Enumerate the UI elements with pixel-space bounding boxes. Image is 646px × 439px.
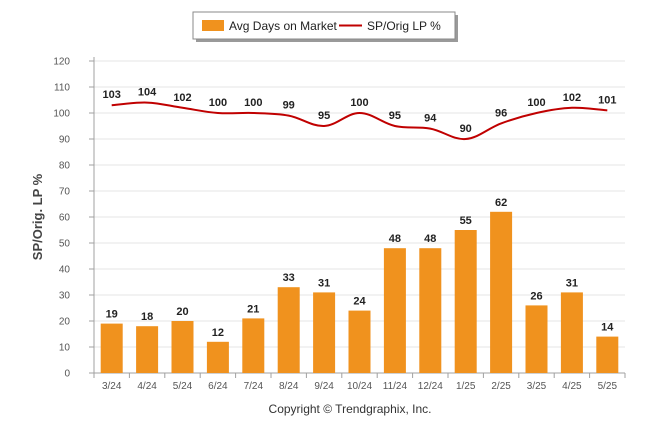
bar-data-label: 18 (141, 311, 153, 323)
y-tick-label: 90 (59, 135, 71, 146)
legend-label-avg-days: Avg Days on Market (229, 19, 337, 33)
x-tick-label: 9/24 (314, 381, 334, 392)
bar (490, 212, 512, 373)
bar (526, 305, 548, 373)
x-tick-label: 7/24 (244, 381, 264, 392)
bar-data-label: 62 (495, 197, 507, 209)
y-tick-label: 110 (54, 83, 70, 94)
y-tick-labels: 0 10 20 30 40 50 60 70 80 90 100 110 120 (53, 57, 70, 380)
bar (207, 342, 229, 373)
legend-label-sp-orig-lp: SP/Orig LP % (367, 19, 441, 33)
x-tick-label: 3/25 (527, 381, 547, 392)
x-tick-label: 8/24 (279, 381, 299, 392)
line-data-label: 103 (103, 89, 121, 101)
line-data-label: 99 (283, 100, 295, 112)
line-data-label: 100 (244, 97, 262, 109)
y-tick-label: 30 (59, 291, 71, 302)
y-axis-title: SP/Orig. LP % (30, 173, 45, 260)
line-data-label: 95 (318, 110, 330, 122)
y-tick-label: 0 (64, 369, 70, 380)
x-tick-label: 6/24 (208, 381, 228, 392)
bar-data-label: 14 (601, 322, 614, 334)
bar-data-label: 48 (389, 233, 401, 245)
bar (101, 324, 123, 373)
x-tick-labels: 3/24 4/24 5/24 6/24 7/24 8/24 9/24 10/24 11/24 12… (102, 381, 618, 392)
bar-data-label: 48 (424, 233, 436, 245)
bar (455, 230, 477, 373)
bar (384, 248, 406, 373)
x-tick-label: 5/25 (598, 381, 618, 392)
line-data-label: 96 (495, 107, 507, 119)
bar (349, 311, 371, 373)
y-tick-label: 40 (59, 265, 71, 276)
bar-data-label: 19 (106, 309, 118, 321)
line-data-label: 102 (173, 92, 191, 104)
x-tick-label: 4/25 (562, 381, 582, 392)
y-tick-label: 50 (59, 239, 71, 250)
line-data-label: 100 (209, 97, 227, 109)
line-data-label: 104 (138, 87, 157, 99)
y-tick-label: 120 (53, 57, 70, 68)
line-data-label: 95 (389, 110, 401, 122)
x-tick-label: 2/25 (491, 381, 511, 392)
y-tick-label: 100 (53, 109, 70, 120)
line-data-labels: 103 104 102 100 100 99 95 100 95 94 90 96 100 102 101 (103, 87, 617, 135)
footer-copyright: Copyright © Trendgraphix, Inc. (269, 402, 432, 416)
bar (596, 337, 618, 373)
x-tick-label: 1/25 (456, 381, 476, 392)
line-data-label: 100 (527, 97, 545, 109)
bar (172, 321, 194, 373)
bar (242, 318, 264, 373)
bar (313, 292, 335, 373)
bar-data-label: 33 (283, 272, 295, 284)
bar-data-label: 12 (212, 327, 224, 339)
bar-data-label: 26 (530, 290, 542, 302)
bar-data-label: 21 (247, 303, 259, 315)
y-tick-label: 20 (59, 317, 71, 328)
bar (136, 326, 158, 373)
bar (419, 248, 441, 373)
bar-data-label: 31 (566, 277, 578, 289)
bar-data-label: 24 (353, 296, 366, 308)
line-data-label: 102 (563, 92, 581, 104)
x-tick-label: 5/24 (173, 381, 193, 392)
bar-data-label: 20 (176, 306, 188, 318)
bar (278, 287, 300, 373)
line-data-label: 101 (598, 94, 616, 106)
line-data-label: 100 (350, 97, 368, 109)
x-tick-label: 12/24 (418, 381, 443, 392)
x-tick-label: 3/24 (102, 381, 122, 392)
x-tick-label: 10/24 (347, 381, 372, 392)
legend: Avg Days on Market SP/Orig LP % (193, 12, 458, 42)
line-data-label: 90 (460, 123, 472, 135)
bar-data-label: 31 (318, 277, 330, 289)
legend-swatch-avg-days (202, 20, 224, 31)
bar (561, 292, 583, 373)
y-tick-label: 10 (59, 343, 71, 354)
y-tick-label: 80 (59, 161, 71, 172)
line-data-label: 94 (424, 113, 437, 125)
y-tick-label: 70 (59, 187, 71, 198)
bar-data-label: 55 (460, 215, 472, 227)
x-tick-label: 11/24 (383, 381, 408, 392)
x-tick-label: 4/24 (137, 381, 157, 392)
y-tick-label: 60 (59, 213, 71, 224)
